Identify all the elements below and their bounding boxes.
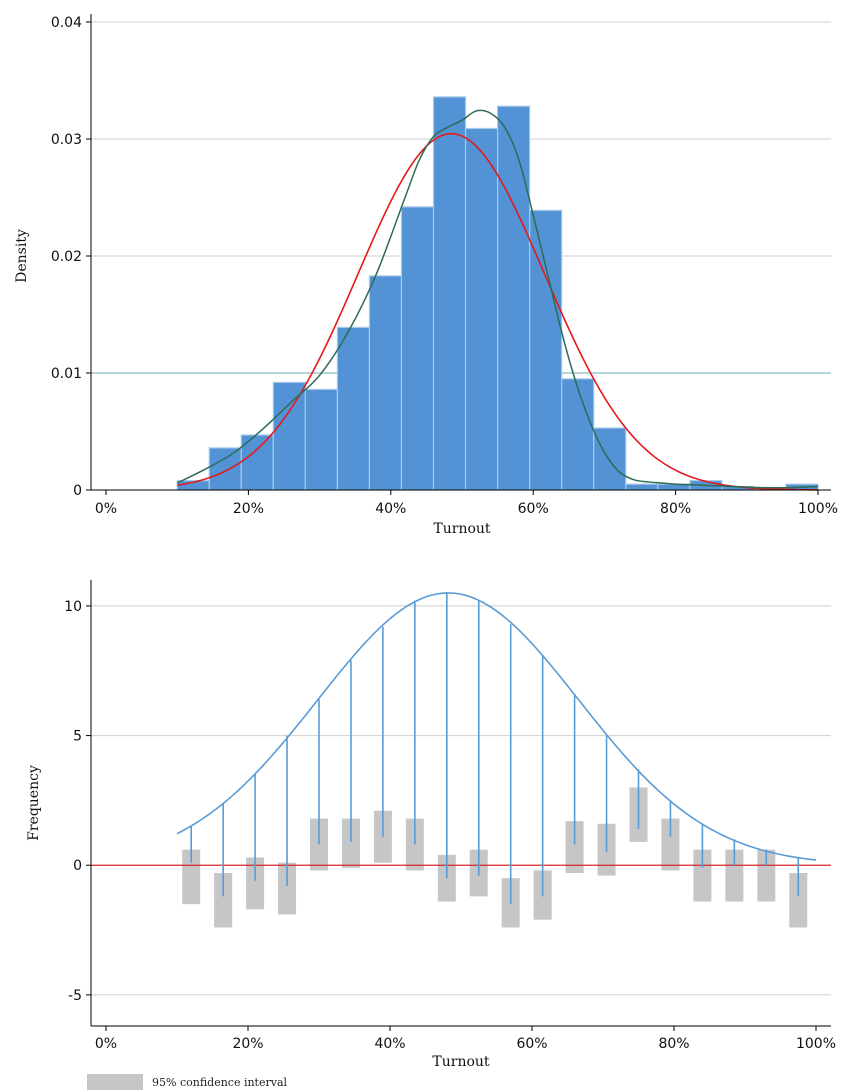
- histogram-bar: [529, 209, 563, 491]
- top-x-tick-labels: 0% 20% 40% 60% 80% 100%: [95, 501, 838, 517]
- confidence-interval-bar: [789, 873, 808, 928]
- bottom-x-tick-label: 80%: [658, 1036, 689, 1052]
- top-axes: [86, 14, 831, 495]
- legend-label: 95% confidence interval: [152, 1076, 288, 1089]
- confidence-interval-bar: [661, 818, 680, 871]
- top-y-tick-label: 0.02: [51, 249, 82, 265]
- top-y-tick-label: 0.03: [51, 132, 82, 148]
- bottom-x-tick-label: 100%: [796, 1036, 836, 1052]
- bottom-x-axis-label: Turnout: [432, 1054, 490, 1070]
- confidence-interval-bars: [182, 787, 808, 928]
- bottom-x-tick-label: 40%: [374, 1036, 405, 1052]
- legend: 95% confidence interval: [87, 1074, 288, 1090]
- top-y-tick-label: 0.01: [51, 366, 82, 382]
- top-x-tick-label: 20%: [233, 501, 264, 517]
- bottom-y-tick-label: 5: [73, 729, 82, 745]
- hanging-rootogram-chart: 0% 20% 40% 60% 80% 100% -5 0 5 10 Turnout Freque…: [26, 580, 836, 1070]
- top-x-tick-label: 80%: [660, 501, 691, 517]
- confidence-interval-bar: [310, 818, 328, 871]
- bottom-y-tick-label: 10: [64, 599, 82, 615]
- top-y-tick-labels: 0 0.01 0.02 0.03 0.04: [51, 15, 82, 499]
- hanging-spikes: [190, 592, 800, 905]
- legend-swatch-confidence-interval: [87, 1074, 143, 1090]
- histogram-bar: [464, 127, 499, 491]
- confidence-interval-bar: [725, 849, 744, 902]
- bottom-x-tick-label: 60%: [516, 1036, 547, 1052]
- top-y-tick-label: 0.04: [51, 15, 82, 31]
- top-x-tick-label: 40%: [375, 501, 406, 517]
- bottom-y-axis-label: Frequency: [26, 765, 42, 841]
- bottom-y-tick-labels: -5 0 5 10: [64, 599, 82, 1004]
- top-x-tick-label: 100%: [798, 501, 838, 517]
- histogram-bar: [304, 388, 338, 491]
- confidence-interval-bar: [693, 849, 712, 902]
- bottom-axes: [86, 580, 831, 1031]
- histogram-bars: [176, 96, 819, 491]
- bottom-x-tick-label: 20%: [232, 1036, 263, 1052]
- histogram-bar: [432, 96, 467, 491]
- histogram-bar: [368, 275, 403, 491]
- confidence-interval-bar: [757, 849, 776, 902]
- top-x-axis-label: Turnout: [433, 521, 491, 537]
- confidence-interval-bar: [405, 818, 424, 871]
- bottom-gridlines: [91, 605, 831, 996]
- confidence-interval-bar: [565, 821, 584, 874]
- bottom-x-tick-label: 0%: [95, 1036, 117, 1052]
- histogram-bar: [561, 378, 595, 491]
- histogram-bar: [625, 483, 659, 491]
- bottom-x-tick-labels: 0% 20% 40% 60% 80% 100%: [95, 1036, 836, 1052]
- density-histogram-chart: 0% 20% 40% 60% 80% 100% 0 0.01 0.02 0.03 0.04 Tur…: [14, 14, 838, 537]
- histogram-bar: [336, 326, 371, 491]
- histogram-bar: [208, 447, 242, 491]
- normal-density-curve: [177, 132, 819, 491]
- top-y-axis-label: Density: [14, 229, 30, 283]
- confidence-interval-bar: [182, 849, 201, 905]
- confidence-interval-bar: [246, 857, 265, 910]
- confidence-interval-bar: [341, 818, 360, 868]
- expected-frequency-curve: [176, 592, 817, 861]
- bottom-y-tick-label: 0: [73, 858, 82, 874]
- bottom-y-tick-label: -5: [68, 988, 82, 1004]
- confidence-interval-bar: [214, 873, 233, 928]
- top-y-tick-label: 0: [73, 483, 82, 499]
- histogram-bar: [497, 105, 531, 491]
- histogram-bar: [400, 206, 435, 491]
- histogram-bar: [593, 427, 627, 491]
- histogram-bar: [272, 381, 306, 491]
- top-x-tick-label: 0%: [95, 501, 117, 517]
- confidence-interval-bar: [278, 862, 297, 915]
- top-x-tick-label: 60%: [518, 501, 549, 517]
- kernel-density-curve: [176, 109, 819, 489]
